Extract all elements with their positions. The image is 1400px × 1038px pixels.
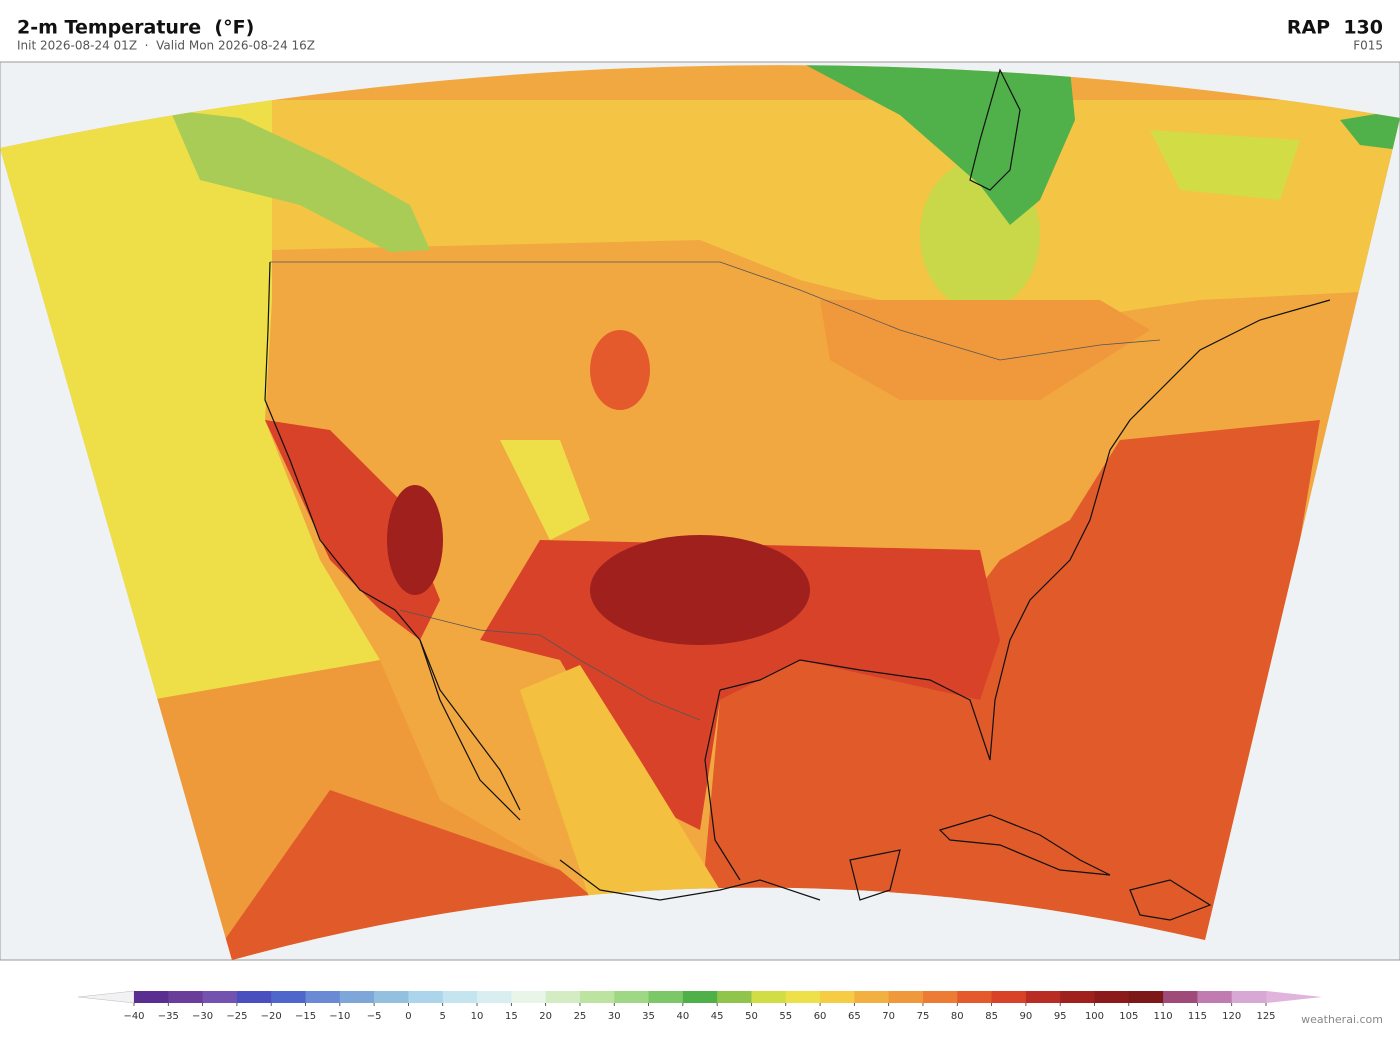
colorbar-segment (717, 991, 752, 1003)
colorbar-tick-label: 110 (1154, 1011, 1173, 1022)
colorbar-over (1266, 991, 1322, 1003)
colorbar-tick-label: −30 (192, 1011, 213, 1022)
colorbar-tick-label: 75 (917, 1011, 930, 1022)
colorbar-segment (957, 991, 993, 1003)
temperature-field (0, 65, 1400, 960)
colorbar-tick-label: 65 (848, 1011, 861, 1022)
colorbar-segment (168, 991, 204, 1003)
map (0, 61, 1400, 961)
colorbar-tick-label: 60 (814, 1011, 827, 1022)
colorbar-under (77, 990, 135, 1004)
colorbar-tick-label: 0 (405, 1011, 411, 1022)
colorbar-segment (1197, 991, 1233, 1003)
colorbar-segment (442, 991, 478, 1003)
colorbar-tick-label: 85 (985, 1011, 998, 1022)
colorbar-segment (339, 991, 375, 1003)
watermark: weatherai.com (1301, 1013, 1383, 1026)
colorbar-segment (1094, 991, 1130, 1003)
colorbar-segment (236, 991, 272, 1003)
colorbar-segment (511, 991, 547, 1003)
colorbar-tick-label: 90 (1020, 1011, 1033, 1022)
colorbar-tick-label: 10 (471, 1011, 484, 1022)
colorbar-segment (751, 991, 787, 1003)
colorbar-segment (271, 991, 307, 1003)
colorbar-tick-label: 55 (779, 1011, 792, 1022)
colorbar-tick-label: 125 (1256, 1011, 1275, 1022)
forecast-hour: F015 (1353, 39, 1383, 53)
colorbar-segment (922, 991, 958, 1003)
colorbar-tick-label: 25 (574, 1011, 587, 1022)
colorbar-tick-label: −35 (158, 1011, 179, 1022)
colorbar-segment (1128, 991, 1164, 1003)
colorbar-tick-label: −5 (367, 1011, 382, 1022)
colorbar: −40 −35 −30 −25 −20 −15 −10 −5 0 5 10 15 20 25 30 35 40 4… (77, 990, 1322, 1022)
model-label: RAP 130 (1287, 17, 1383, 39)
colorbar-segment (1025, 991, 1061, 1003)
colorbar-segment (682, 991, 718, 1003)
subtitle: Init 2026-08-24 01Z · Valid Mon 2026-08-… (17, 39, 315, 53)
colorbar-segment (614, 991, 650, 1003)
colorbar-segment (785, 991, 821, 1003)
colorbar-segment (374, 991, 409, 1003)
colorbar-segment (991, 991, 1027, 1003)
colorbar-tick-label: 50 (745, 1011, 758, 1022)
colorbar-tick-label: 115 (1188, 1011, 1207, 1022)
colorbar-tick-label: 40 (676, 1011, 689, 1022)
borders (270, 261, 1161, 721)
colorbar-segment (408, 991, 444, 1003)
colorbar-tick-label: 15 (505, 1011, 518, 1022)
colorbar-tick-label: 45 (711, 1011, 724, 1022)
colorbar-segment (648, 991, 684, 1003)
coastlines (264, 68, 1331, 921)
colorbar-tick-label: −20 (261, 1011, 282, 1022)
colorbar-tick-label: −40 (123, 1011, 144, 1022)
colorbar-tick-label: 80 (951, 1011, 964, 1022)
colorbar-tick-label: −25 (226, 1011, 247, 1022)
colorbar-tick-label: 120 (1222, 1011, 1241, 1022)
colorbar-tick-label: −10 (329, 1011, 350, 1022)
colorbar-segment (477, 991, 512, 1003)
colorbar-segment (305, 991, 341, 1003)
colorbar-tick-label: 35 (642, 1011, 655, 1022)
colorbar-segment (202, 991, 238, 1003)
colorbar-segment (545, 991, 581, 1003)
title: 2-m Temperature (°F) (17, 17, 254, 39)
colorbar-segment (579, 991, 615, 1003)
colorbar-tick-label: 5 (440, 1011, 446, 1022)
colorbar-segment (1163, 991, 1198, 1003)
colorbar-segment (1231, 991, 1267, 1003)
colorbar-segment (820, 991, 855, 1003)
colorbar-tick-label: 95 (1054, 1011, 1067, 1022)
colorbar-segment (854, 991, 890, 1003)
colorbar-tick-label: 100 (1085, 1011, 1104, 1022)
colorbar-segment (134, 991, 169, 1003)
colorbar-tick-label: −15 (295, 1011, 316, 1022)
colorbar-segment (888, 991, 924, 1003)
colorbar-tick-label: 20 (539, 1011, 552, 1022)
colorbar-tick-label: 30 (608, 1011, 621, 1022)
colorbar-tick-label: 105 (1119, 1011, 1138, 1022)
colorbar-tick-label: 70 (882, 1011, 895, 1022)
colorbar-segment (1060, 991, 1095, 1003)
